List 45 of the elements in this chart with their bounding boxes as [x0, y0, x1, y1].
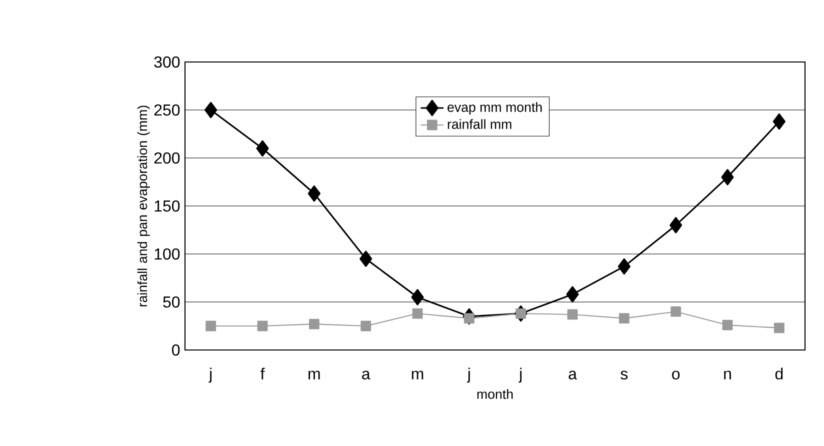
- point: [618, 258, 630, 275]
- x-tick-label: j: [518, 368, 522, 383]
- point: [670, 306, 682, 317]
- x-tick-label: j: [466, 368, 470, 383]
- point: [567, 309, 578, 320]
- legend-label: evap mm month: [448, 102, 542, 115]
- x-tick-label: d: [775, 368, 783, 380]
- x-tick-label: f: [260, 368, 265, 380]
- y-axis-title: rainfall and pan evaporation (mm): [137, 106, 150, 306]
- y-tick-label: 50: [163, 296, 180, 308]
- point: [360, 320, 372, 332]
- legend-label: rainfall mm: [448, 119, 512, 129]
- point: [618, 313, 630, 324]
- x-tick-label: s: [620, 370, 628, 380]
- point: [206, 320, 216, 332]
- point: [774, 322, 784, 334]
- point: [308, 185, 320, 202]
- point: [464, 313, 474, 324]
- y-tick-label: 0: [172, 344, 180, 356]
- y-tick-label: 250: [154, 104, 180, 116]
- point: [411, 289, 424, 306]
- x-tick-label: m: [308, 370, 320, 380]
- point: [721, 169, 734, 186]
- point: [722, 320, 733, 330]
- point: [308, 318, 320, 330]
- x-tick-label: a: [362, 370, 370, 380]
- y-tick-label: 100: [154, 248, 180, 260]
- point: [516, 308, 526, 319]
- point: [670, 217, 682, 234]
- x-tick-label: j: [208, 368, 212, 383]
- y-tick-label: 200: [154, 152, 180, 164]
- point: [566, 286, 579, 302]
- point: [412, 308, 423, 319]
- point: [772, 113, 786, 130]
- point: [257, 320, 268, 332]
- x-tick-label: m: [412, 370, 424, 380]
- y-tick-label: 300: [154, 56, 180, 68]
- x-tick-label: a: [568, 370, 577, 380]
- x-tick-label: o: [672, 370, 680, 380]
- point: [256, 140, 269, 157]
- point: [204, 102, 218, 118]
- point: [360, 250, 372, 267]
- y-tick-label: 150: [154, 200, 180, 212]
- x-axis-title: month: [477, 389, 513, 399]
- x-tick-label: n: [724, 370, 731, 380]
